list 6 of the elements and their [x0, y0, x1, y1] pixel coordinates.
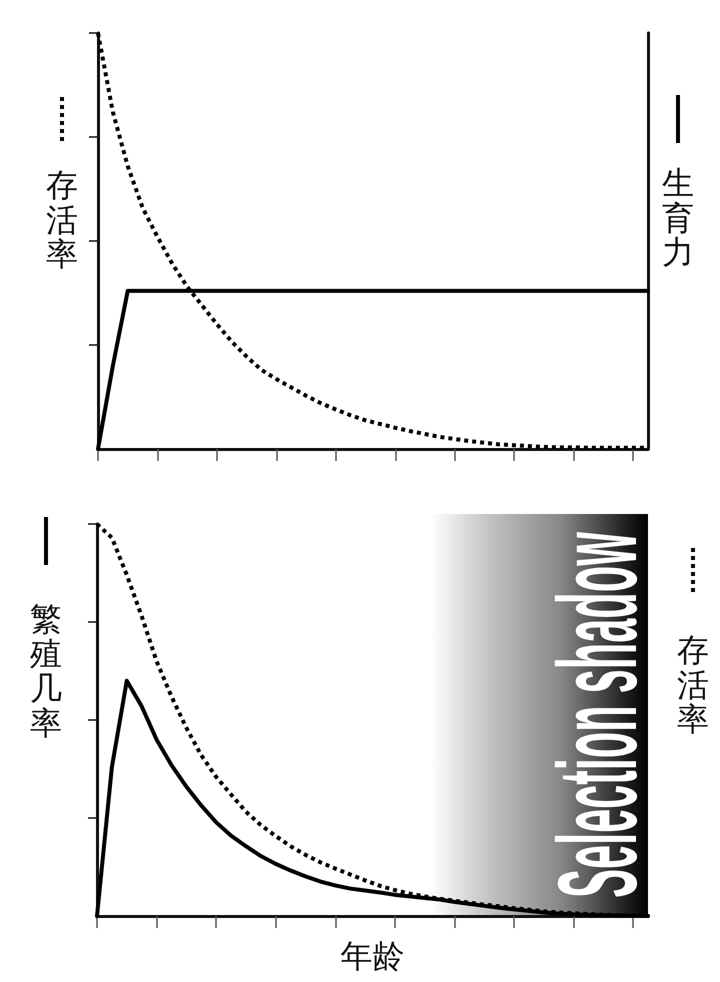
y2-axis-title: 生育力: [661, 164, 695, 272]
y-axis-title: 繁殖几率: [29, 600, 63, 742]
y2-axis-title: 存活率: [676, 631, 710, 738]
y-axis-title: 存活率: [45, 166, 79, 274]
annotation: Selection shadow: [535, 532, 660, 898]
x-axis-title: 年龄: [340, 937, 404, 975]
